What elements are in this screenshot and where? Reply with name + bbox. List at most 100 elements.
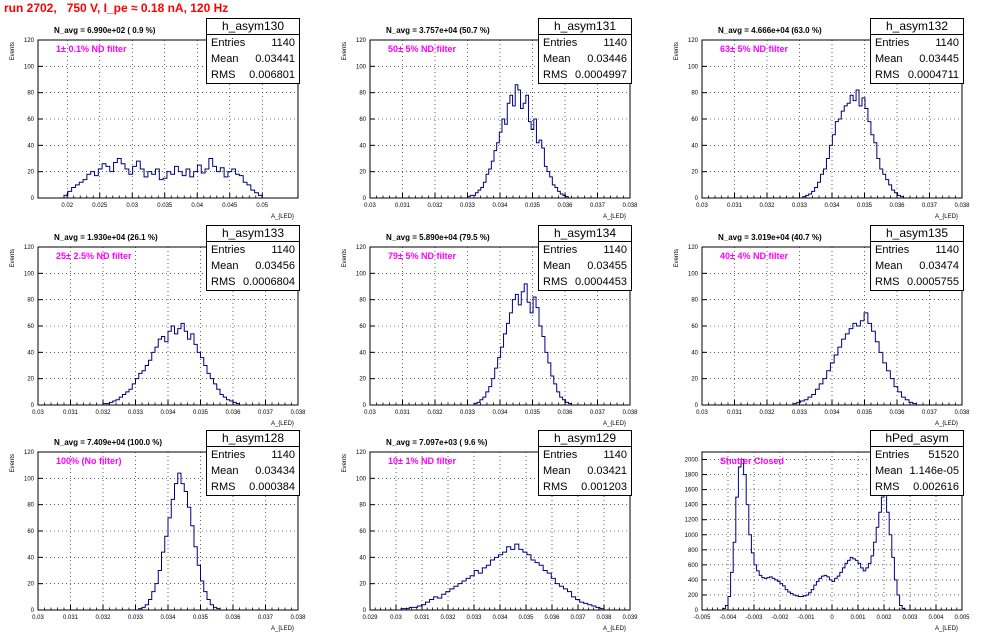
mean-label: Mean (211, 53, 239, 65)
y-axis-label: Events (10, 454, 16, 472)
y-axis-label: Events (342, 249, 348, 267)
x-tick-label: 0.035 (525, 203, 541, 209)
x-axis-label: A_{LED} (935, 421, 958, 427)
x-axis-label: A_{LED} (271, 626, 294, 632)
x-tick-label: 0.037 (258, 615, 274, 621)
x-tick-label: -0.003 (745, 615, 763, 621)
y-tick-label: 60 (359, 324, 366, 330)
rms-value: 0.006801 (249, 69, 295, 81)
histogram-line (63, 158, 263, 198)
x-tick-label: 0.038 (622, 410, 638, 416)
x-tick-label: 0.005 (954, 615, 970, 621)
navg-text: N_avg = 7.409e+04 (100.0 %) (54, 438, 163, 447)
y-tick-label: 400 (688, 578, 699, 584)
stats-box: h_asym131 Entries 1140 Mean 0.03446 RMS 0.0004… (538, 18, 632, 84)
rms-label: RMS (211, 481, 236, 493)
y-axis-label: Events (674, 249, 680, 267)
stats-row-entries: Entries 1140 (871, 242, 963, 258)
histogram-line (102, 322, 240, 405)
x-tick-label: 0.037 (590, 410, 606, 416)
x-tick-label: 0.031 (395, 203, 411, 209)
y-tick-label: 120 (356, 450, 367, 456)
y-tick-label: 120 (356, 245, 367, 251)
y-tick-label: 80 (691, 91, 698, 97)
x-tick-label: 0.036 (889, 410, 905, 416)
y-tick-label: 0 (363, 403, 367, 409)
x-tick-label: 0.033 (460, 410, 476, 416)
entries-label: Entries (875, 449, 910, 461)
y-tick-label: 20 (691, 377, 698, 383)
x-tick-label: 0.004 (928, 615, 944, 621)
rms-label: RMS (875, 69, 900, 81)
y-tick-label: 80 (359, 503, 366, 509)
x-tick-label: 0.03 (364, 203, 376, 209)
x-tick-label: 0.031 (727, 203, 743, 209)
stats-row-mean: Mean 0.03456 (207, 258, 299, 274)
entries-label: Entries (543, 244, 578, 256)
y-tick-label: 40 (359, 555, 366, 561)
x-tick-label: -0.005 (693, 615, 711, 621)
y-tick-label: 100 (688, 64, 699, 70)
rms-label: RMS (211, 276, 236, 288)
filter-text: 25± 2.5% ND filter (56, 251, 132, 261)
stats-row-rms: RMS 0.006801 (207, 67, 299, 83)
y-tick-label: 60 (27, 529, 34, 535)
x-tick-label: 0.001 (850, 615, 866, 621)
entries-value: 1140 (271, 37, 295, 49)
y-tick-label: 80 (27, 298, 34, 304)
stats-row-mean: Mean 0.03434 (207, 463, 299, 479)
rms-value: 0.0006804 (243, 276, 295, 288)
histogram-pad-hPed_asym: -0.005 -0.004 -0.003 -0.002 -0.001 0 0.001 0.00… (664, 430, 994, 635)
mean-label: Mean (543, 465, 571, 477)
histogram-line (802, 89, 904, 198)
y-tick-label: 1800 (685, 473, 699, 479)
x-tick-label: 0.034 (160, 615, 176, 621)
entries-label: Entries (875, 244, 910, 256)
x-axis-label: A_{LED} (271, 421, 294, 427)
filter-text: 100% (No filter) (56, 456, 122, 466)
x-tick-label: 0.035 (525, 410, 541, 416)
x-tick-label: 0.035 (518, 615, 534, 621)
x-tick-label: 0.03 (364, 410, 376, 416)
stats-row-mean: Mean 0.03441 (207, 51, 299, 67)
y-tick-label: 100 (356, 64, 367, 70)
y-tick-label: 120 (688, 245, 699, 251)
x-axis-label: A_{LED} (603, 214, 626, 220)
y-tick-label: 20 (359, 377, 366, 383)
y-tick-label: 80 (359, 91, 366, 97)
x-tick-label: 0.034 (824, 203, 840, 209)
stats-box: h_asym135 Entries 1140 Mean 0.03474 RMS 0.0005… (870, 225, 964, 291)
entries-label: Entries (543, 37, 578, 49)
histogram-svg: 0.03 0.031 0.032 0.033 0.034 0.035 0.036 0.037 0… (342, 245, 638, 427)
stats-row-mean: Mean 0.03445 (871, 51, 963, 67)
y-tick-label: 20 (27, 582, 34, 588)
y-tick-label: 60 (359, 117, 366, 123)
y-tick-label: 120 (688, 38, 699, 44)
y-axis-label: Events (342, 42, 348, 60)
stats-row-rms: RMS 0.002616 (871, 479, 963, 495)
x-tick-label: 0.029 (362, 615, 378, 621)
navg-text: N_avg = 3.019e+04 (40.7 %) (718, 233, 822, 242)
x-tick-label: 0.032 (759, 203, 775, 209)
y-tick-label: 2000 (685, 458, 699, 464)
mean-value: 0.03446 (587, 53, 627, 65)
x-tick-label: 0.04 (191, 203, 203, 209)
y-tick-label: 100 (24, 476, 35, 482)
stats-box: h_asym129 Entries 1140 Mean 0.03421 RMS 0.0012… (538, 430, 632, 496)
mean-label: Mean (211, 260, 239, 272)
histogram-name: hPed_asym (871, 431, 963, 447)
x-tick-label: 0.033 (128, 410, 144, 416)
x-tick-label: 0.03 (696, 410, 708, 416)
entries-value: 1140 (271, 244, 295, 256)
x-tick-label: 0.03 (696, 203, 708, 209)
y-tick-label: 60 (27, 324, 34, 330)
rms-value: 0.0005755 (907, 276, 959, 288)
y-tick-label: 800 (688, 548, 699, 554)
y-tick-label: 20 (691, 170, 698, 176)
stats-row-rms: RMS 0.0004711 (871, 67, 963, 83)
x-tick-label: 0.05 (256, 203, 268, 209)
y-axis-label: Events (674, 42, 680, 60)
y-tick-label: 60 (691, 324, 698, 330)
x-tick-label: 0.037 (258, 410, 274, 416)
x-axis-label: A_{LED} (603, 626, 626, 632)
